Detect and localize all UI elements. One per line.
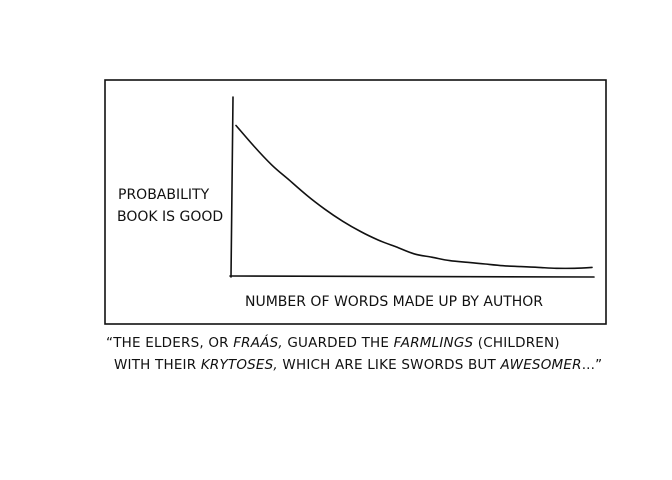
- y-axis: [230, 96, 234, 278]
- x-axis-label: NUMBER OF WORDS MADE UP BY AUTHOR: [245, 294, 543, 310]
- caption-line-1: “The elders, or fraás, guarded the farml…: [106, 332, 626, 354]
- x-axis: [229, 275, 595, 278]
- caption-text: guarded the: [282, 335, 394, 351]
- caption-text: “The elders, or: [106, 335, 234, 351]
- caption-text: ...”: [581, 357, 603, 373]
- caption-term-fraas: fraás,: [233, 335, 283, 351]
- caption-term-awesomer: awesomer: [500, 357, 582, 373]
- caption-term-farmlings: farmlings: [393, 335, 474, 351]
- y-axis-label-line1: PROBABILITY: [118, 187, 210, 203]
- caption-term-krytoses: krytoses,: [200, 357, 278, 373]
- caption-line-2: with their krytoses, which are like swor…: [106, 354, 626, 376]
- y-axis-label-line2: BOOK IS GOOD: [117, 209, 223, 225]
- series-line: [235, 124, 593, 270]
- panel-border: [104, 79, 607, 325]
- caption-text: which are like swords but: [277, 357, 501, 373]
- caption-text: (children): [473, 335, 560, 351]
- caption: “The elders, or fraás, guarded the farml…: [106, 332, 626, 376]
- caption-text: with their: [114, 357, 201, 373]
